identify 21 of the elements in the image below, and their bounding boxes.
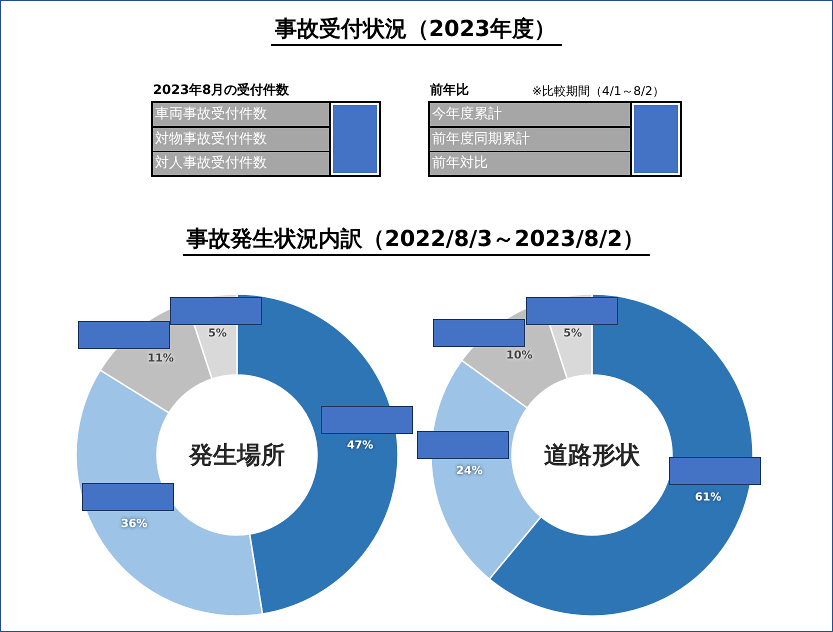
text: ※比較期間（4/1～8/2） (532, 83, 665, 99)
text: 車両事故受付件数 (155, 105, 267, 124)
text: 対物事故受付件数 (155, 130, 267, 148)
text: 前年対比 (432, 154, 488, 173)
text: 2023年8月の受付件数 (153, 82, 290, 99)
data-label: 36% (121, 516, 148, 530)
text: 今年度累計 (432, 105, 502, 124)
data-label: 24% (456, 464, 483, 477)
data-label: 61% (695, 490, 722, 504)
data-label: 11% (147, 351, 174, 364)
text: 事故発生状況内訳（2022/8/3～2023/8/2） (182, 227, 650, 256)
text: 対人事故受付件数 (155, 154, 267, 173)
text: 発生場所 (188, 441, 285, 469)
text: 前年度同期累計 (432, 130, 530, 148)
data-label: 47% (346, 438, 374, 452)
data-label: 5% (563, 326, 582, 340)
text: 前年比 (430, 82, 469, 99)
data-label: 5% (208, 326, 227, 340)
text: 道路形状 (544, 441, 641, 469)
text: 事故受付状況（2023年度） (270, 17, 562, 46)
data-label: 10% (506, 348, 533, 362)
